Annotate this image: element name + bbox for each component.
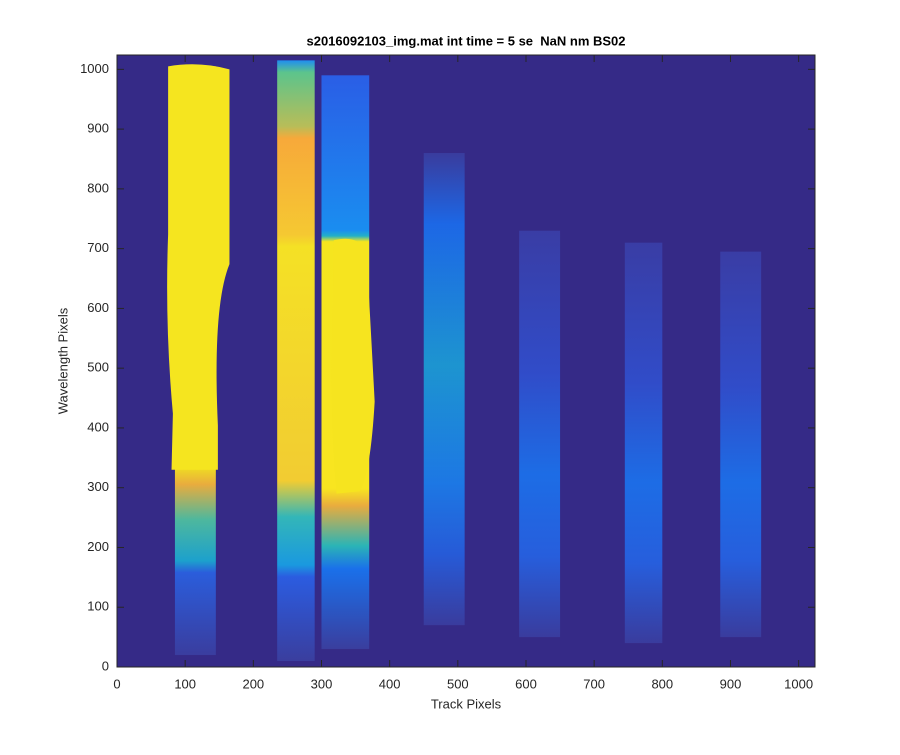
x-tick-label: 1000 bbox=[784, 676, 813, 691]
y-tick-label: 300 bbox=[87, 479, 109, 494]
y-tick-label: 1000 bbox=[80, 61, 109, 76]
x-tick-label: 300 bbox=[311, 676, 333, 691]
x-tick-label: 500 bbox=[447, 676, 469, 691]
x-tick-label: 400 bbox=[379, 676, 401, 691]
axes-box bbox=[116, 54, 816, 668]
chart-title: s2016092103_img.mat int time = 5 se NaN … bbox=[306, 33, 625, 48]
y-tick-label: 800 bbox=[87, 180, 109, 195]
y-tick-label: 900 bbox=[87, 121, 109, 136]
y-tick-label: 500 bbox=[87, 360, 109, 375]
x-tick-label: 800 bbox=[651, 676, 673, 691]
y-tick-label: 200 bbox=[87, 539, 109, 554]
x-tick-label: 600 bbox=[515, 676, 537, 691]
y-tick-label: 0 bbox=[102, 658, 109, 673]
y-tick-label: 600 bbox=[87, 300, 109, 315]
x-tick-label: 700 bbox=[583, 676, 605, 691]
y-axis-label: Wavelength Pixels bbox=[55, 307, 70, 414]
x-tick-label: 0 bbox=[113, 676, 120, 691]
y-tick-label: 400 bbox=[87, 419, 109, 434]
y-tick-label: 100 bbox=[87, 599, 109, 614]
x-tick-label: 200 bbox=[242, 676, 264, 691]
image bbox=[117, 55, 815, 667]
x-tick-label: 100 bbox=[174, 676, 196, 691]
x-tick-label: 900 bbox=[720, 676, 742, 691]
x-axis-label: Track Pixels bbox=[431, 696, 502, 711]
y-tick-label: 700 bbox=[87, 240, 109, 255]
